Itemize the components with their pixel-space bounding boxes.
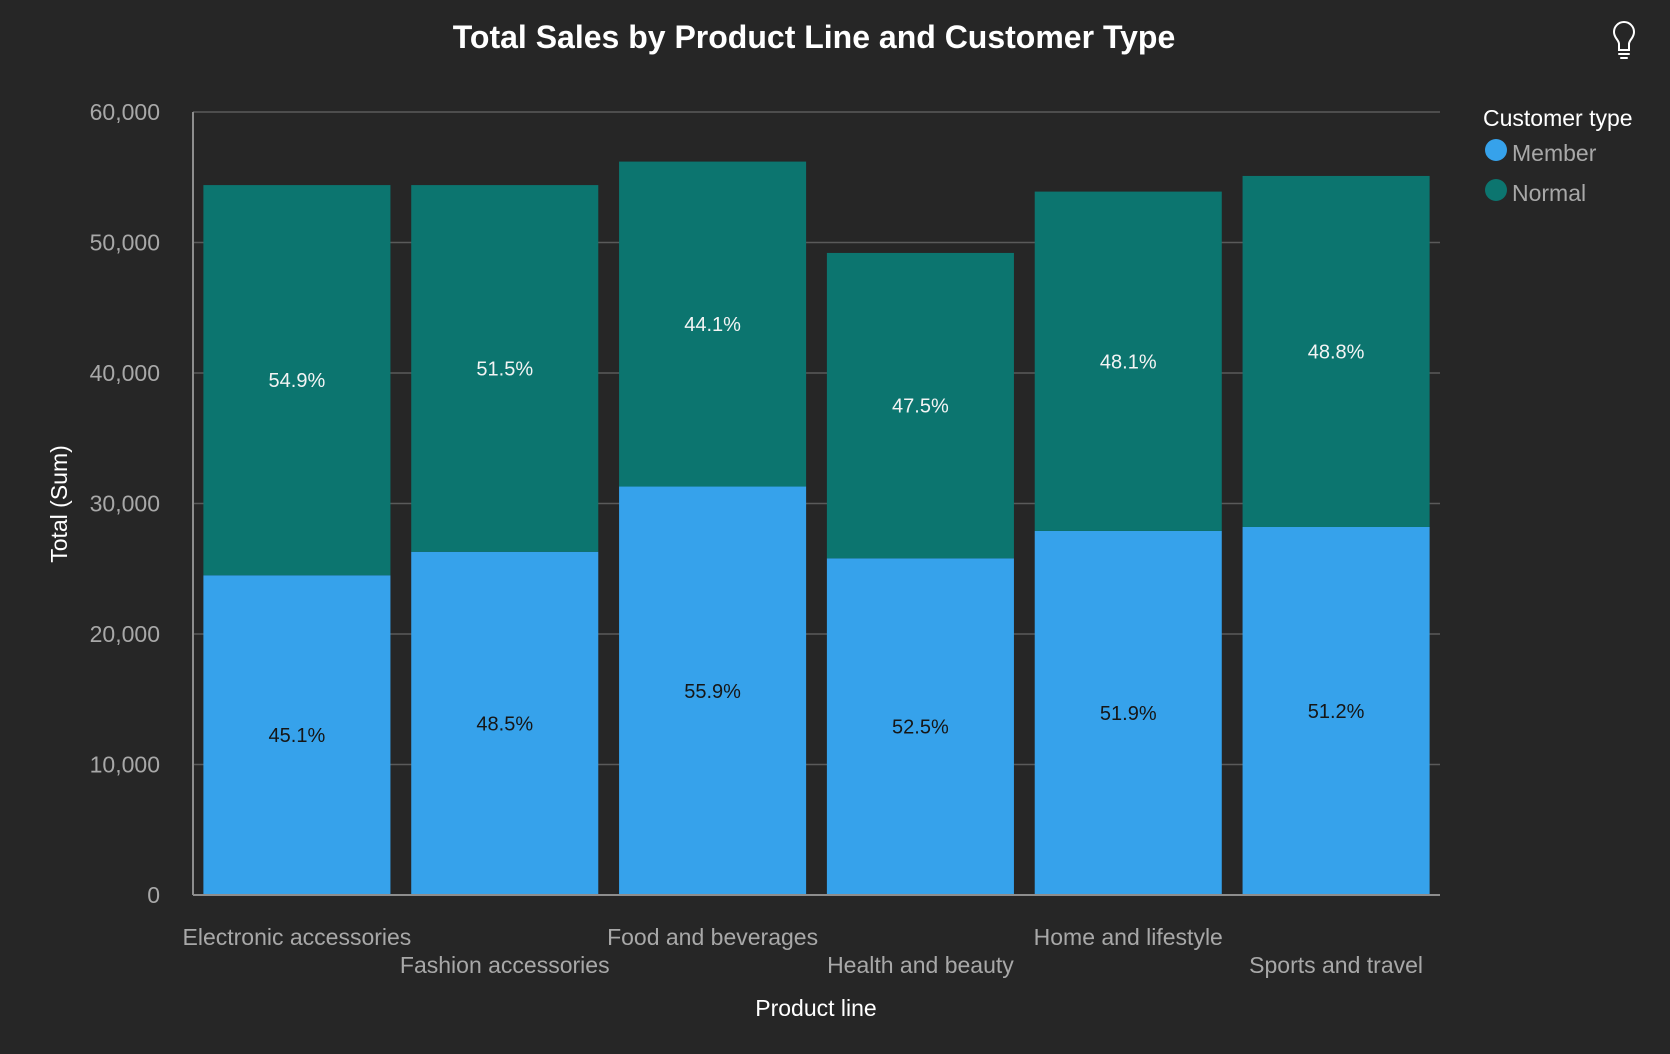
data-label: 48.8% [1308, 341, 1365, 363]
data-label: 48.5% [476, 713, 533, 735]
x-axis-label: Product line [755, 995, 876, 1021]
data-label: 47.5% [892, 396, 949, 418]
y-tick-label: 0 [147, 882, 160, 908]
data-label: 52.5% [892, 717, 949, 739]
x-tick-label: Sports and travel [1249, 952, 1423, 978]
legend-title: Customer type [1483, 105, 1633, 131]
y-tick-label: 30,000 [90, 491, 160, 517]
grid-lines [193, 111, 1440, 766]
bar-member[interactable] [1242, 526, 1430, 895]
x-tick-label: Electronic accessories [183, 924, 412, 950]
x-tick-label: Home and lifestyle [1034, 924, 1223, 950]
x-tick-label: Food and beverages [607, 924, 818, 950]
bar-member[interactable] [203, 575, 391, 895]
data-label: 48.1% [1100, 351, 1157, 373]
legend-label-member: Member [1512, 140, 1597, 166]
bar-member[interactable] [1034, 530, 1222, 895]
data-label: 51.9% [1100, 703, 1157, 725]
y-tick-label: 60,000 [90, 99, 160, 125]
bar-normal[interactable] [1242, 175, 1430, 527]
bar-normal[interactable] [1034, 191, 1222, 531]
bar-member[interactable] [826, 558, 1014, 895]
data-label: 51.2% [1308, 701, 1365, 723]
y-tick-label: 40,000 [90, 360, 160, 386]
lightbulb-icon[interactable] [1612, 21, 1636, 59]
y-tick-label: 10,000 [90, 752, 160, 778]
chart-title: Total Sales by Product Line and Customer… [453, 19, 1176, 55]
data-label: 45.1% [269, 725, 326, 747]
x-tick-label: Fashion accessories [400, 952, 610, 978]
data-label: 54.9% [269, 370, 326, 392]
bar-member[interactable] [619, 486, 807, 895]
y-tick-label: 50,000 [90, 230, 160, 256]
legend: Customer type Member Normal [1483, 105, 1633, 206]
legend-label-normal: Normal [1512, 180, 1586, 206]
bar-normal[interactable] [826, 252, 1014, 559]
legend-item-normal[interactable]: Normal [1485, 179, 1586, 206]
data-label: 55.9% [684, 681, 741, 703]
data-label: 51.5% [476, 358, 533, 380]
data-label: 44.1% [684, 314, 741, 336]
y-tick-label: 20,000 [90, 621, 160, 647]
y-axis-label: Total (Sum) [46, 445, 72, 563]
bar-normal[interactable] [411, 185, 599, 552]
x-tick-label: Health and beauty [827, 952, 1014, 978]
bar-normal[interactable] [203, 185, 391, 576]
legend-swatch-member [1485, 139, 1507, 161]
legend-swatch-normal [1485, 179, 1507, 201]
legend-item-member[interactable]: Member [1485, 139, 1597, 166]
bar-normal[interactable] [619, 161, 807, 487]
segment-labels: 45.1% 54.9% 48.5% 51.5% 55.9% 44.1% 52.5% 47.5%… [269, 314, 1365, 747]
bar-member[interactable] [411, 551, 599, 895]
y-axis-ticks: 0 10,000 20,000 30,000 40,000 50,000 60,000 [90, 99, 160, 908]
bars [203, 161, 1430, 895]
